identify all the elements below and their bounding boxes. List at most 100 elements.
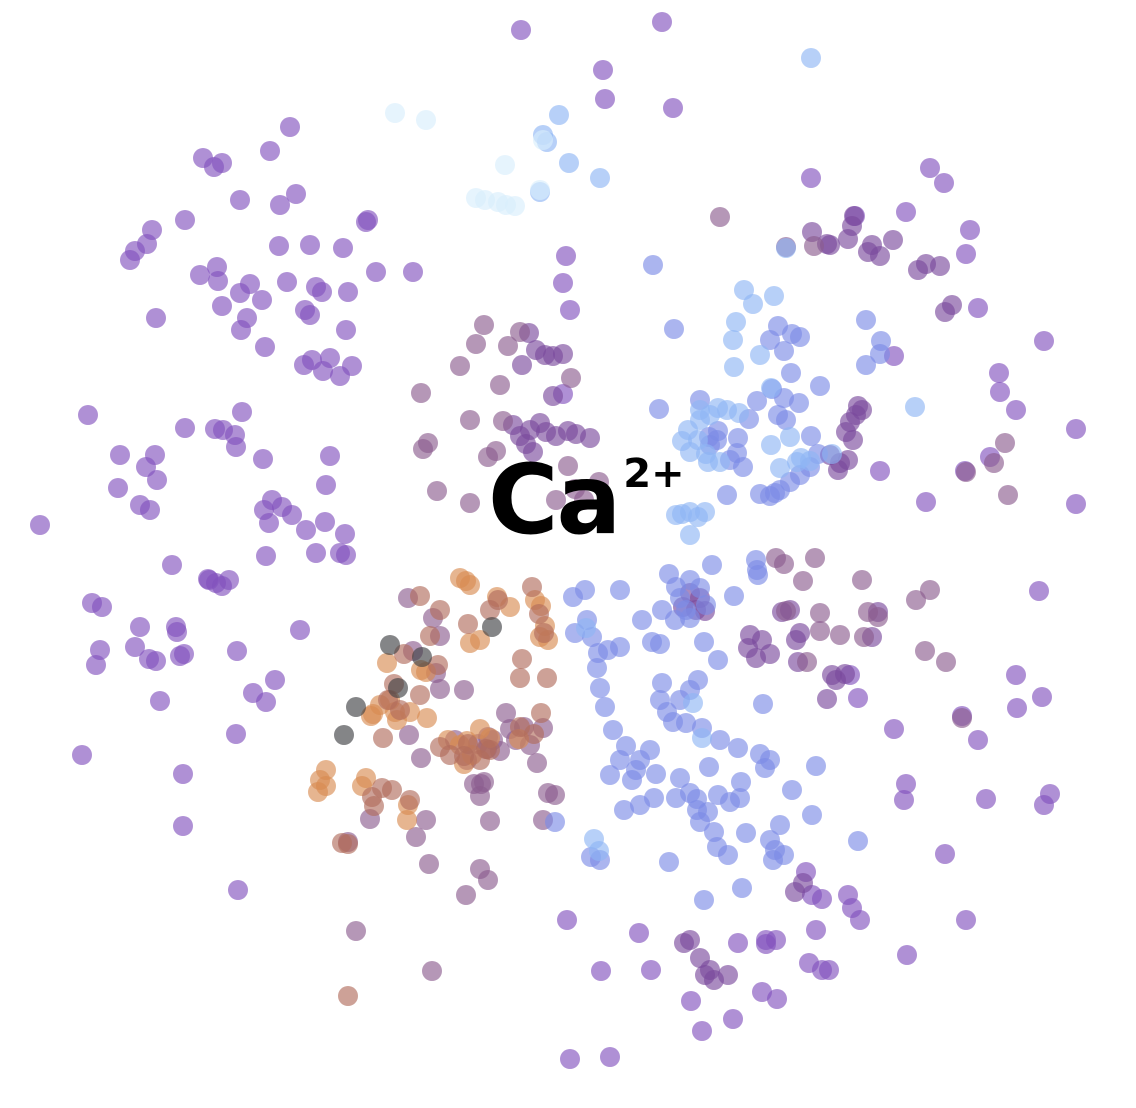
scatter-point-purple — [806, 920, 826, 940]
scatter-point-brown — [458, 614, 478, 634]
scatter-point-mauve — [915, 641, 935, 661]
scatter-point-purple — [255, 337, 275, 357]
scatter-point-mauve — [430, 679, 450, 699]
scatter-point-brown — [373, 728, 393, 748]
scatter-point-periwinkle — [753, 694, 773, 714]
scatter-point-purple — [162, 555, 182, 575]
scatter-point-purple — [752, 982, 772, 1002]
scatter-point-light-blue — [549, 105, 569, 125]
scatter-point-purple — [1007, 698, 1027, 718]
scatter-point-periwinkle — [748, 565, 768, 585]
scatter-point-purple — [850, 910, 870, 930]
scatter-point-periwinkle — [694, 890, 714, 910]
scatter-point-periwinkle — [710, 730, 730, 750]
scatter-point-periwinkle — [774, 341, 794, 361]
scatter-point-periwinkle — [704, 822, 724, 842]
scatter-point-brown — [512, 649, 532, 669]
scatter-point-light-blue — [764, 286, 784, 306]
scatter-point-purple — [848, 688, 868, 708]
scatter-point-periwinkle — [587, 658, 607, 678]
scatter-point-purple — [300, 235, 320, 255]
scatter-point-mauve — [810, 621, 830, 641]
scatter-point-purple — [934, 173, 954, 193]
scatter-point-purple — [270, 195, 290, 215]
scatter-point-pale-blue — [416, 110, 436, 130]
scatter-point-purple — [253, 449, 273, 469]
scatter-point-mauve — [427, 481, 447, 501]
scatter-point-purple — [356, 212, 376, 232]
scatter-point-purple — [916, 492, 936, 512]
scatter-point-purple — [174, 644, 194, 664]
scatter-point-pale-blue — [533, 130, 553, 150]
scatter-point-light-blue — [800, 451, 820, 471]
scatter-point-periwinkle — [728, 738, 748, 758]
scatter-point-periwinkle — [728, 428, 748, 448]
scatter-point-brown — [364, 796, 384, 816]
scatter-point-purple — [208, 271, 228, 291]
scatter-point-periwinkle — [659, 852, 679, 872]
scatter-point-purple — [78, 405, 98, 425]
scatter-point-periwinkle — [747, 391, 767, 411]
scatter-point-dark-purple — [858, 242, 878, 262]
scatter-point-purple — [884, 719, 904, 739]
scatter-point-purple — [1006, 665, 1026, 685]
scatter-point-purple — [1032, 687, 1052, 707]
scatter-point-purple — [663, 98, 683, 118]
scatter-point-purple — [146, 308, 166, 328]
scatter-point-dark-purple — [843, 430, 863, 450]
scatter-point-purple — [90, 640, 110, 660]
scatter-point-periwinkle — [856, 355, 876, 375]
scatter-point-mauve — [411, 748, 431, 768]
scatter-point-brown — [537, 668, 557, 688]
scatter-point-brown — [410, 685, 430, 705]
scatter-point-mauve — [805, 548, 825, 568]
scatter-point-light-blue — [801, 48, 821, 68]
scatter-point-mauve — [984, 453, 1004, 473]
scatter-point-purple — [231, 320, 251, 340]
scatter-point-purple — [92, 597, 112, 617]
scatter-point-purple — [960, 220, 980, 240]
scatter-point-periwinkle — [768, 316, 788, 336]
scatter-point-purple — [147, 470, 167, 490]
scatter-point-periwinkle — [670, 768, 690, 788]
scatter-point-periwinkle — [545, 812, 565, 832]
scatter-point-purple — [692, 1021, 712, 1041]
scatter-point-mauve — [995, 433, 1015, 453]
scatter-point-purple — [175, 210, 195, 230]
scatter-point-periwinkle — [563, 587, 583, 607]
scatter-point-purple — [300, 305, 320, 325]
scatter-point-purple — [870, 461, 890, 481]
scatter-point-periwinkle — [789, 393, 809, 413]
scatter-point-light-blue — [710, 452, 730, 472]
scatter-point-purple — [935, 844, 955, 864]
scatter-point-periwinkle — [810, 376, 830, 396]
scatter-point-purple — [403, 262, 423, 282]
scatter-point-periwinkle — [590, 678, 610, 698]
scatter-point-purple — [894, 790, 914, 810]
scatter-point-light-blue — [672, 431, 692, 451]
scatter-point-brown — [470, 750, 490, 770]
scatter-point-mauve — [952, 708, 972, 728]
scatter-point-light-blue — [692, 728, 712, 748]
scatter-point-purple — [956, 244, 976, 264]
scatter-point-purple — [167, 622, 187, 642]
scatter-point-mauve — [589, 472, 609, 492]
scatter-point-orange — [460, 633, 480, 653]
scatter-point-purple — [140, 500, 160, 520]
scatter-point-purple — [130, 617, 150, 637]
scatter-point-mauve — [460, 493, 480, 513]
scatter-point-periwinkle — [848, 831, 868, 851]
scatter-point-purple — [315, 512, 335, 532]
scatter-point-light-blue — [750, 345, 770, 365]
scatter-point-light-blue — [776, 238, 796, 258]
scatter-point-dark-purple — [523, 442, 543, 462]
scatter-point-light-blue — [780, 427, 800, 447]
scatter-point-light-blue — [822, 444, 842, 464]
scatter-point-mauve — [466, 334, 486, 354]
scatter-point-purple — [976, 789, 996, 809]
scatter-point-periwinkle — [870, 344, 890, 364]
scatter-point-purple — [819, 960, 839, 980]
scatter-point-orange — [417, 708, 437, 728]
scatter-point-purple — [629, 923, 649, 943]
